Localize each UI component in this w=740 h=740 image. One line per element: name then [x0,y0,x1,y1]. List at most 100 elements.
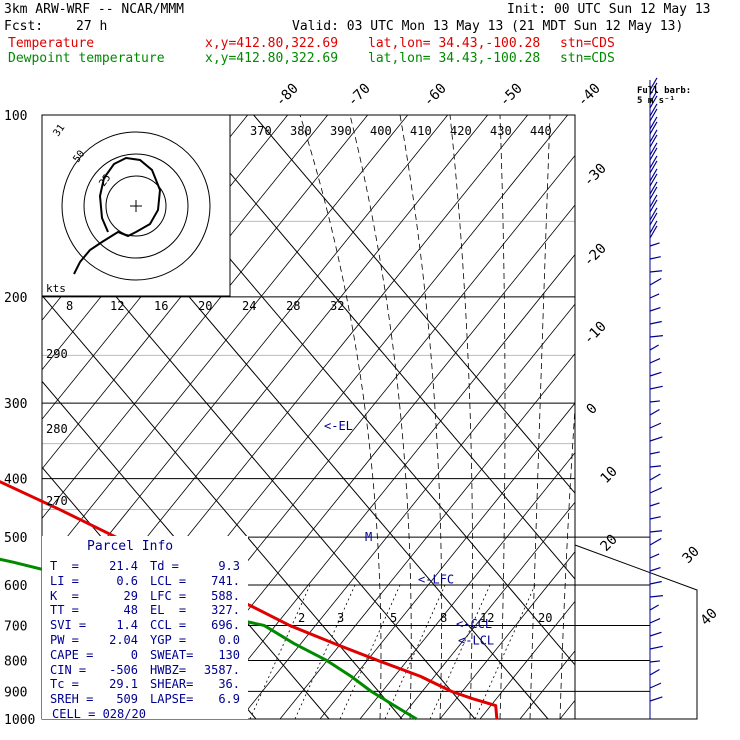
parcel-info-panel: Parcel Info T = 21.4 Td = 9.3 LI = 0.6 LCL = 74… [42,536,248,720]
wind-barb [649,436,663,442]
parcel-row-cell: LFC = [150,588,187,603]
temperature-line [0,480,499,720]
wind-barb [649,82,658,96]
wind-barb [649,553,660,559]
wind-barb [649,357,661,364]
parcel-info-title: Parcel Info [87,539,174,554]
level-marker-label: M [365,530,372,544]
wind-barb [649,186,658,200]
dry-adiabat [439,551,575,719]
wind-barb [649,77,658,91]
moist-adiabat [399,115,443,719]
isotherm-label: -40 [575,81,604,110]
sounding-marks [0,77,663,721]
theta-label: 420 [450,124,472,138]
level-marker-label: <-CCL [456,617,492,631]
wind-barb [649,95,658,109]
parcel-row-cell: TT = [50,603,79,618]
wind-barb [649,451,660,455]
dewpoint-line [0,557,418,721]
parcel-row-cell: 1.4 [116,618,138,633]
moist-adiabat [499,115,506,719]
pressure-tick-label: 600 [4,579,27,594]
parcel-row-cell: 509 [116,692,138,707]
pressure-tick-label: 800 [4,654,27,669]
wind-barb [649,385,663,390]
parcel-row-cell: T = [50,559,79,573]
parcel-row-cell: 327. [211,603,240,618]
wind-barb [649,465,662,468]
moist-adiabat [590,115,650,719]
wind-barb [649,168,658,182]
mixing-ratio-line [339,584,401,719]
model-title: 3km ARW-WRF -- NCAR/MMM [4,2,185,17]
parcel-row-cell: YGP = [150,633,187,647]
parcel-row-cell: 588. [211,588,240,603]
parcel-row-cell: SREH = [50,692,94,707]
wind-barb [649,516,661,520]
mixing-ratio-line [429,584,491,719]
wind-barb [649,116,658,130]
isotherm-line [42,294,403,719]
theta-label: 380 [290,124,312,138]
wind-barb [649,400,661,403]
parcel-row-cell: CCL = [150,618,187,633]
isotherm-label: 40 [698,606,721,629]
side-theta-label: 270 [46,494,68,508]
parcel-row-cell: 21.4 [109,559,138,573]
isotherm-line [180,115,575,580]
hodograph-speed-label: 16 [154,299,168,313]
pressure-tick-label: 300 [4,397,27,412]
parcel-row-cell: SWEAT= [150,647,194,662]
full-barb-title: Full barb: 5 m s⁻¹ [637,86,692,106]
isotherm-label: -50 [497,81,526,110]
wind-barb [649,660,661,663]
wind-barb [649,537,662,546]
plot-clip [42,115,650,719]
wind-barb [649,473,661,481]
mixing-ratio-label: 2 [298,611,305,625]
forecast-label: Fcst: [4,19,44,34]
pressure-tick-label: 1000 [4,713,35,728]
pressure-tick-label: 900 [4,685,27,700]
wind-barb [649,668,660,676]
wind-barb [649,487,663,494]
hodograph-kts-label: kts [46,282,66,295]
pressure-tick-label: 200 [4,291,27,306]
wind-barb [649,225,658,239]
pressure-tick-label: 400 [4,473,27,488]
parcel-row-cell: Td = [150,559,179,573]
wind-barb [649,199,658,213]
dry-adiabat [319,402,575,719]
isotherm-label: 30 [680,544,703,567]
parcel-row-cell: PW = [50,633,79,647]
isotherm-label: 0 [584,401,601,418]
parcel-row-cell: 0.6 [116,573,138,588]
background-grid [41,114,698,720]
wind-barb [649,604,659,611]
wind-barb [649,129,658,143]
hodograph-speed-label: 32 [330,299,344,313]
wind-barb [649,173,658,187]
parcel-row-cell: 2.04 [109,633,138,647]
parcel-row-cell: Tc = [50,677,79,692]
isotherm-label: 20 [598,532,621,555]
wind-barb [649,194,658,208]
hodograph-ring [105,175,167,237]
hodograph-speed-label: 12 [110,299,124,313]
parcel-row-cell: -506 [109,662,138,677]
parcel-row-cell: 130 [218,647,240,662]
hodograph-speed-label: 20 [198,299,212,313]
theta-label: 400 [370,124,392,138]
dry-adiabat [199,253,575,719]
dry-adiabat [359,452,575,719]
parcel-row-cell: K = [50,588,79,603]
wind-barb [649,631,662,637]
parcel-row-cell: 3587. [203,662,240,677]
dewpoint-legend-stn: stn=CDS [560,51,615,66]
wind-barb [649,682,662,689]
mixing-ratio-label: 12 [480,611,494,625]
lower-frame-extension [574,536,698,720]
wind-barb [649,220,658,234]
